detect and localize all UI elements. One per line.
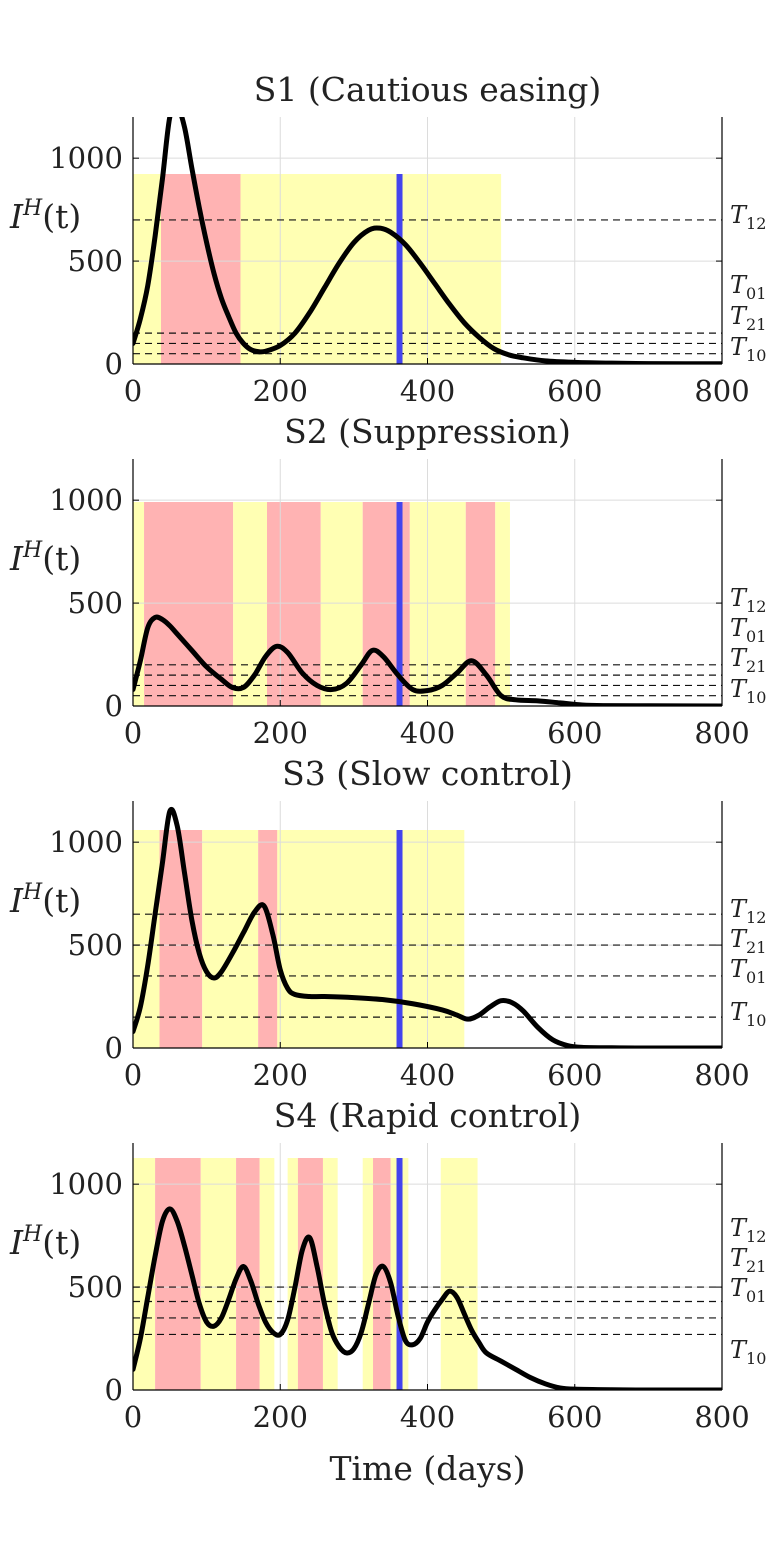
threshold-label-21: T21 [730,644,766,676]
y-tick-label: 1000 [49,483,123,517]
x-tick-label: 0 [124,374,142,408]
threshold-label-01: T01 [730,955,766,987]
control-region [259,1158,275,1390]
series-line [133,614,722,706]
threshold-label-12: T12 [730,584,766,616]
control-region [266,502,321,706]
x-tick-label: 800 [694,716,749,750]
y-tick-label: 0 [105,347,123,381]
control-region [495,502,510,706]
chart-title: S1 (Cautious easing) [254,70,601,109]
y-tick-label: 500 [68,586,123,620]
series-line [133,806,722,1048]
threshold-label-10: T10 [730,998,766,1030]
threshold-label-12: T12 [730,201,766,233]
x-tick-label: 800 [694,1058,749,1092]
threshold-label-12: T12 [730,1214,766,1246]
chart-title: S2 (Suppression) [284,412,571,451]
threshold-label-01: T01 [730,614,766,646]
control-region [373,1158,391,1390]
y-axis-label: IH(t) [9,538,81,578]
x-tick-label: 200 [253,1400,308,1434]
x-tick-label: 0 [124,716,142,750]
x-tick-label: 200 [253,716,308,750]
chart-title: S3 (Slow control) [282,754,573,793]
y-tick-label: 500 [68,928,123,962]
y-tick-label: 0 [105,1031,123,1065]
y-axis-label: IH(t) [9,880,81,920]
control-region [133,502,145,706]
threshold-label-01: T01 [730,1274,766,1306]
x-tick-label: 400 [400,1400,455,1434]
x-tick-label: 400 [400,716,455,750]
x-tick-label: 600 [547,374,602,408]
y-tick-label: 500 [68,1270,123,1304]
control-region [287,1158,298,1390]
x-tick-label: 600 [547,716,602,750]
threshold-label-10: T10 [730,675,766,707]
y-tick-label: 1000 [49,141,123,175]
control-region [465,502,496,706]
control-region [322,1158,338,1390]
y-axis-label: IH(t) [9,1222,81,1262]
control-region [144,502,234,706]
control-region [233,502,267,706]
control-region [277,830,465,1048]
control-region [202,830,259,1048]
threshold-label-12: T12 [730,895,766,927]
x-tick-label: 600 [547,1058,602,1092]
chart-title: S4 (Rapid control) [274,1096,581,1135]
control-region [240,174,502,364]
threshold-label-10: T10 [730,333,766,365]
y-tick-label: 1000 [49,1167,123,1201]
control-region [362,1158,374,1390]
y-axis-label: IH(t) [9,196,81,236]
x-tick-label: 800 [694,374,749,408]
threshold-label-21: T21 [730,1244,766,1276]
control-region [258,830,278,1048]
x-tick-label: 200 [253,1058,308,1092]
x-tick-label: 800 [694,1400,749,1434]
y-tick-label: 0 [105,689,123,723]
x-tick-label: 0 [124,1058,142,1092]
threshold-label-10: T10 [730,1336,766,1368]
x-axis-label: Time (days) [329,1449,525,1488]
control-region [440,1158,478,1390]
y-tick-label: 0 [105,1373,123,1407]
series-line [133,1206,722,1390]
y-tick-label: 1000 [49,825,123,859]
x-tick-label: 0 [124,1400,142,1434]
y-tick-label: 500 [68,244,123,278]
x-tick-label: 400 [400,374,455,408]
control-region [133,1158,156,1390]
threshold-label-21: T21 [730,302,766,334]
x-tick-label: 200 [253,374,308,408]
x-tick-label: 600 [547,1400,602,1434]
x-tick-label: 400 [400,1058,455,1092]
series-line [133,117,722,364]
threshold-label-01: T01 [730,271,766,303]
threshold-label-21: T21 [730,925,766,957]
control-region [200,1158,237,1390]
